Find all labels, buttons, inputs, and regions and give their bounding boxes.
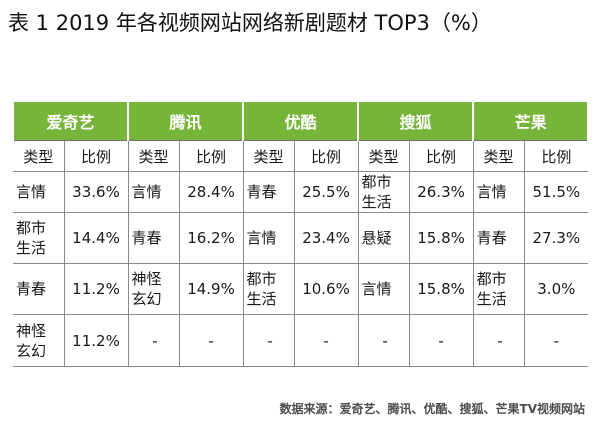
table-row: 神怪 玄幻 11.2% - - - - - - - - — [13, 314, 589, 367]
ratio-cell: 23.4% — [293, 212, 359, 264]
ratio-cell: 33.6% — [63, 171, 129, 213]
subheader-ratio: 比例 — [293, 140, 359, 172]
genre-table: 爱奇艺 腾讯 优酷 搜狐 芒果 类型 比例 类型 比例 类型 比例 类型 比例 … — [11, 102, 590, 367]
genre-cell: 言情 — [127, 171, 180, 213]
subheader-type: 类型 — [13, 140, 64, 172]
subheader-ratio: 比例 — [63, 140, 129, 172]
genre-cell: - — [357, 314, 410, 367]
data-source-note: 数据来源：爱奇艺、腾讯、优酷、搜狐、芒果TV视频网站 — [279, 402, 585, 416]
ratio-cell: 11.2% — [63, 263, 129, 315]
genre-cell: 青春 — [13, 263, 64, 315]
ratio-cell: 28.4% — [178, 171, 244, 213]
genre-cell: 都市 生活 — [242, 263, 295, 315]
table-row: 都市 生活 14.4% 青春 16.2% 言情 23.4% 悬疑 15.8% 青春 27.3% — [13, 212, 589, 264]
ratio-cell: 16.2% — [178, 212, 244, 264]
ratio-cell: 26.3% — [408, 171, 474, 213]
genre-cell: 言情 — [472, 171, 525, 213]
genre-cell: 言情 — [242, 212, 295, 264]
subheader-ratio: 比例 — [178, 140, 244, 172]
site-header-sohu: 搜狐 — [357, 102, 475, 141]
subheader-ratio: 比例 — [408, 140, 474, 172]
subheader-type: 类型 — [472, 140, 525, 172]
genre-cell: 青春 — [127, 212, 180, 264]
table-body: 言情 33.6% 言情 28.4% 青春 25.5% 都市 生活 26.3% 言情 51.5% 都市生… — [13, 171, 589, 367]
genre-cell: 都市 生活 — [357, 171, 410, 213]
site-header-mango: 芒果 — [472, 102, 590, 141]
genre-cell: 悬疑 — [357, 212, 410, 264]
ratio-cell: 14.4% — [63, 212, 129, 264]
genre-cell: 言情 — [357, 263, 410, 315]
genre-cell: 神怪 玄幻 — [13, 314, 64, 367]
ratio-cell: - — [523, 314, 589, 367]
site-header-iqiyi: 爱奇艺 — [11, 102, 130, 141]
ratio-cell: 3.0% — [523, 263, 589, 315]
genre-cell: - — [127, 314, 180, 367]
subheader-type: 类型 — [127, 140, 180, 172]
subheader-type: 类型 — [242, 140, 295, 172]
ratio-cell: 51.5% — [523, 171, 589, 213]
ratio-cell: 15.8% — [408, 212, 474, 264]
subheader-ratio: 比例 — [523, 140, 589, 172]
genre-cell: - — [242, 314, 295, 367]
genre-cell: 都市 生活 — [472, 263, 525, 315]
ratio-cell: 14.9% — [178, 263, 244, 315]
ratio-cell: - — [408, 314, 474, 367]
genre-cell: 言情 — [13, 171, 64, 213]
ratio-cell: - — [178, 314, 244, 367]
ratio-cell: 25.5% — [293, 171, 359, 213]
genre-cell: 都市 生活 — [13, 212, 64, 264]
table-title: 表 1 2019 年各视频网站网络新剧题材 TOP3（%） — [8, 11, 492, 35]
ratio-cell: 27.3% — [523, 212, 589, 264]
ratio-cell: 10.6% — [293, 263, 359, 315]
genre-cell: - — [472, 314, 525, 367]
subheader-type: 类型 — [357, 140, 410, 172]
site-header-tencent: 腾讯 — [127, 102, 245, 141]
table-row: 青春 11.2% 神怪 玄幻 14.9% 都市 生活 10.6% 言情 15.8% 都市 生活 3.0% — [13, 263, 589, 315]
site-header-youku: 优酷 — [242, 102, 360, 141]
ratio-cell: 15.8% — [408, 263, 474, 315]
table-row: 言情 33.6% 言情 28.4% 青春 25.5% 都市 生活 26.3% 言情 51.5% — [13, 171, 589, 213]
genre-cell: 青春 — [472, 212, 525, 264]
ratio-cell: 11.2% — [63, 314, 129, 367]
genre-cell: 青春 — [242, 171, 295, 213]
genre-cell: 神怪 玄幻 — [127, 263, 180, 315]
ratio-cell: - — [293, 314, 359, 367]
